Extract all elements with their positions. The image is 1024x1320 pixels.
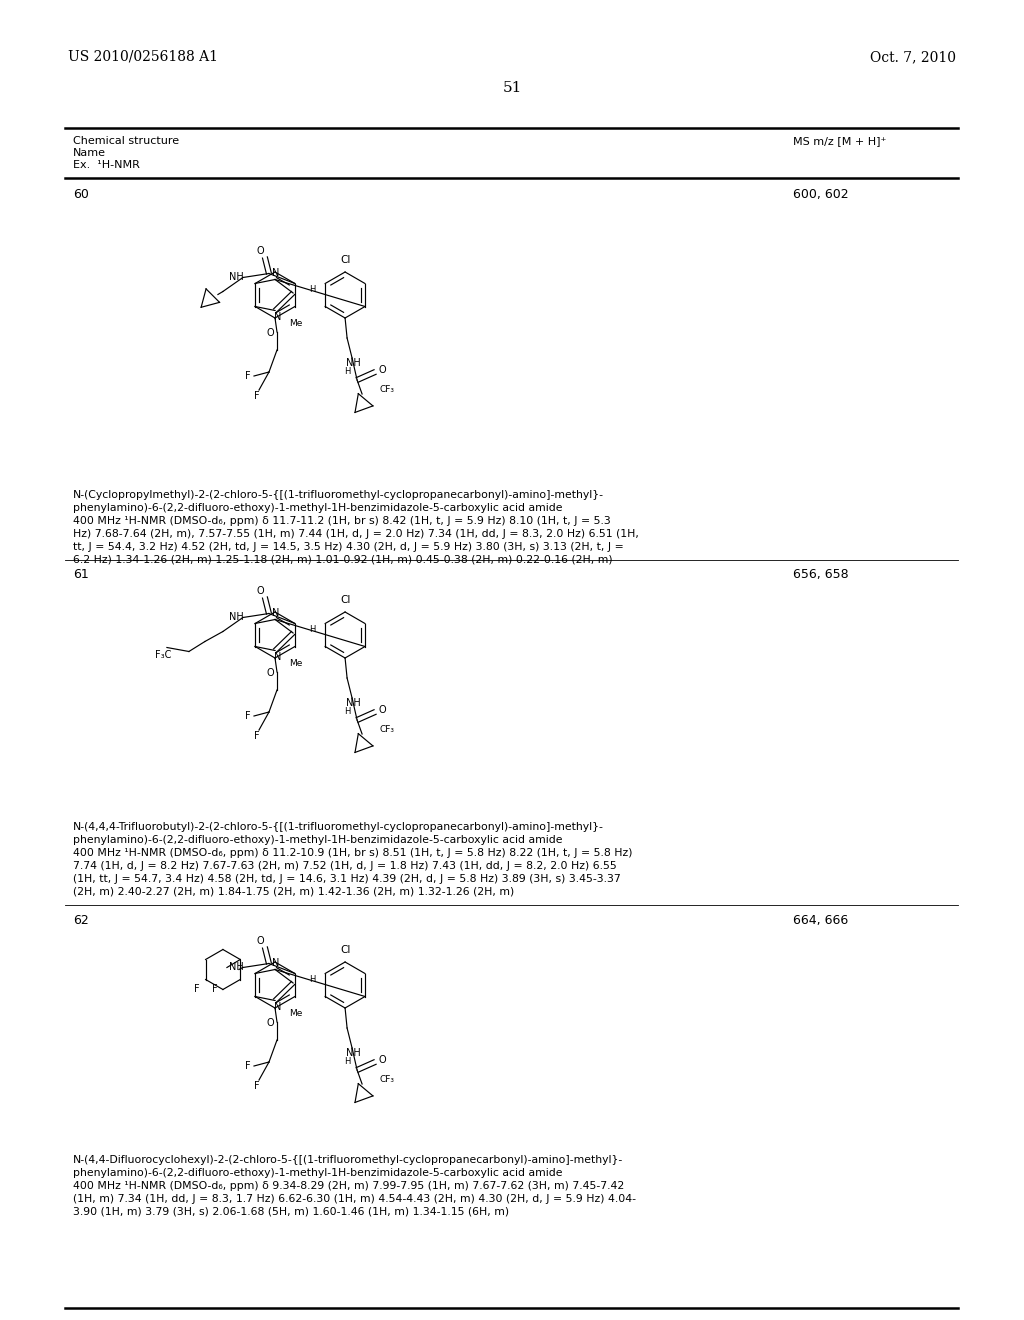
- Text: H: H: [344, 708, 350, 717]
- Text: Cl: Cl: [340, 595, 350, 605]
- Text: Name: Name: [73, 148, 106, 158]
- Text: N: N: [272, 957, 280, 968]
- Text: CF₃: CF₃: [379, 726, 394, 734]
- Text: NH: NH: [346, 358, 360, 368]
- Text: N: N: [272, 268, 280, 277]
- Text: 400 MHz ¹H-NMR (DMSO-d₆, ppm) δ 9.34-8.29 (2H, m) 7.99-7.95 (1H, m) 7.67-7.62 (3: 400 MHz ¹H-NMR (DMSO-d₆, ppm) δ 9.34-8.2…: [73, 1181, 625, 1191]
- Text: Hz) 7.68-7.64 (2H, m), 7.57-7.55 (1H, m) 7.44 (1H, d, J = 2.0 Hz) 7.34 (1H, dd, : Hz) 7.68-7.64 (2H, m), 7.57-7.55 (1H, m)…: [73, 529, 639, 539]
- Text: N: N: [272, 607, 280, 618]
- Text: CF₃: CF₃: [379, 385, 394, 395]
- Text: N-(4,4-Difluorocyclohexyl)-2-(2-chloro-5-{[(1-trifluoromethyl-cyclopropanecarbon: N-(4,4-Difluorocyclohexyl)-2-(2-chloro-5…: [73, 1155, 624, 1166]
- Text: 400 MHz ¹H-NMR (DMSO-d₆, ppm) δ 11.2-10.9 (1H, br s) 8.51 (1H, t, J = 5.8 Hz) 8.: 400 MHz ¹H-NMR (DMSO-d₆, ppm) δ 11.2-10.…: [73, 847, 633, 858]
- Text: O: O: [256, 247, 264, 256]
- Text: F: F: [245, 371, 251, 381]
- Text: F: F: [194, 985, 200, 994]
- Text: O: O: [378, 705, 386, 715]
- Text: O: O: [266, 1018, 273, 1028]
- Text: N: N: [274, 313, 282, 322]
- Text: O: O: [266, 327, 273, 338]
- Text: (2H, m) 2.40-2.27 (2H, m) 1.84-1.75 (2H, m) 1.42-1.36 (2H, m) 1.32-1.26 (2H, m): (2H, m) 2.40-2.27 (2H, m) 1.84-1.75 (2H,…: [73, 887, 514, 898]
- Text: H: H: [344, 367, 350, 376]
- Text: 400 MHz ¹H-NMR (DMSO-d₆, ppm) δ 11.7-11.2 (1H, br s) 8.42 (1H, t, J = 5.9 Hz) 8.: 400 MHz ¹H-NMR (DMSO-d₆, ppm) δ 11.7-11.…: [73, 516, 610, 525]
- Text: O: O: [378, 1055, 386, 1065]
- Text: phenylamino)-6-(2,2-difluoro-ethoxy)-1-methyl-1H-benzimidazole-5-carboxylic acid: phenylamino)-6-(2,2-difluoro-ethoxy)-1-m…: [73, 836, 562, 845]
- Text: O: O: [256, 586, 264, 597]
- Text: N: N: [274, 1002, 282, 1012]
- Text: 664, 666: 664, 666: [793, 913, 848, 927]
- Text: Me: Me: [289, 659, 302, 668]
- Text: phenylamino)-6-(2,2-difluoro-ethoxy)-1-methyl-1H-benzimidazole-5-carboxylic acid: phenylamino)-6-(2,2-difluoro-ethoxy)-1-m…: [73, 503, 562, 513]
- Text: NH: NH: [228, 272, 244, 281]
- Text: Chemical structure: Chemical structure: [73, 136, 179, 147]
- Text: phenylamino)-6-(2,2-difluoro-ethoxy)-1-methyl-1H-benzimidazole-5-carboxylic acid: phenylamino)-6-(2,2-difluoro-ethoxy)-1-m…: [73, 1168, 562, 1177]
- Text: N-(Cyclopropylmethyl)-2-(2-chloro-5-{[(1-trifluoromethyl-cyclopropanecarbonyl)-a: N-(Cyclopropylmethyl)-2-(2-chloro-5-{[(1…: [73, 490, 604, 500]
- Text: H: H: [309, 624, 315, 634]
- Text: N: N: [274, 652, 282, 663]
- Text: H: H: [344, 1057, 350, 1067]
- Text: NH: NH: [346, 698, 360, 708]
- Text: Cl: Cl: [340, 255, 350, 265]
- Text: Cl: Cl: [340, 945, 350, 954]
- Text: 61: 61: [73, 568, 89, 581]
- Text: MS m/z [M + H]⁺: MS m/z [M + H]⁺: [793, 136, 887, 147]
- Text: 7.74 (1H, d, J = 8.2 Hz) 7.67-7.63 (2H, m) 7.52 (1H, d, J = 1.8 Hz) 7.43 (1H, dd: 7.74 (1H, d, J = 8.2 Hz) 7.67-7.63 (2H, …: [73, 861, 616, 871]
- Text: (1H, m) 7.34 (1H, dd, J = 8.3, 1.7 Hz) 6.62-6.30 (1H, m) 4.54-4.43 (2H, m) 4.30 : (1H, m) 7.34 (1H, dd, J = 8.3, 1.7 Hz) 6…: [73, 1195, 636, 1204]
- Text: Oct. 7, 2010: Oct. 7, 2010: [870, 50, 956, 63]
- Text: Ex.  ¹H-NMR: Ex. ¹H-NMR: [73, 160, 140, 170]
- Text: NH: NH: [228, 611, 244, 622]
- Text: O: O: [256, 936, 264, 946]
- Text: H: H: [309, 285, 315, 293]
- Text: 3.90 (1H, m) 3.79 (3H, s) 2.06-1.68 (5H, m) 1.60-1.46 (1H, m) 1.34-1.15 (6H, m): 3.90 (1H, m) 3.79 (3H, s) 2.06-1.68 (5H,…: [73, 1206, 509, 1217]
- Text: 51: 51: [503, 81, 521, 95]
- Text: F₃C: F₃C: [155, 649, 171, 660]
- Text: NH: NH: [346, 1048, 360, 1059]
- Text: 600, 602: 600, 602: [793, 187, 849, 201]
- Text: 6.2 Hz) 1.34-1.26 (2H, m) 1.25-1.18 (2H, m) 1.01-0.92 (1H, m) 0.45-0.38 (2H, m) : 6.2 Hz) 1.34-1.26 (2H, m) 1.25-1.18 (2H,…: [73, 554, 612, 565]
- Text: US 2010/0256188 A1: US 2010/0256188 A1: [68, 50, 218, 63]
- Text: F: F: [254, 1081, 260, 1092]
- Text: 62: 62: [73, 913, 89, 927]
- Text: F: F: [254, 731, 260, 741]
- Text: 656, 658: 656, 658: [793, 568, 849, 581]
- Text: N-(4,4,4-Trifluorobutyl)-2-(2-chloro-5-{[(1-trifluoromethyl-cyclopropanecarbonyl: N-(4,4,4-Trifluorobutyl)-2-(2-chloro-5-{…: [73, 822, 604, 832]
- Text: H: H: [309, 974, 315, 983]
- Text: 60: 60: [73, 187, 89, 201]
- Text: NH: NH: [228, 961, 244, 972]
- Text: (1H, tt, J = 54.7, 3.4 Hz) 4.58 (2H, td, J = 14.6, 3.1 Hz) 4.39 (2H, d, J = 5.8 : (1H, tt, J = 54.7, 3.4 Hz) 4.58 (2H, td,…: [73, 874, 621, 884]
- Text: Me: Me: [289, 319, 302, 327]
- Text: tt, J = 54.4, 3.2 Hz) 4.52 (2H, td, J = 14.5, 3.5 Hz) 4.30 (2H, d, J = 5.9 Hz) 3: tt, J = 54.4, 3.2 Hz) 4.52 (2H, td, J = …: [73, 543, 624, 552]
- Text: O: O: [378, 366, 386, 375]
- Text: Me: Me: [289, 1008, 302, 1018]
- Text: CF₃: CF₃: [379, 1076, 394, 1085]
- Text: F: F: [212, 985, 217, 994]
- Text: F: F: [254, 391, 260, 401]
- Text: F: F: [245, 1061, 251, 1071]
- Text: O: O: [266, 668, 273, 678]
- Text: F: F: [245, 711, 251, 721]
